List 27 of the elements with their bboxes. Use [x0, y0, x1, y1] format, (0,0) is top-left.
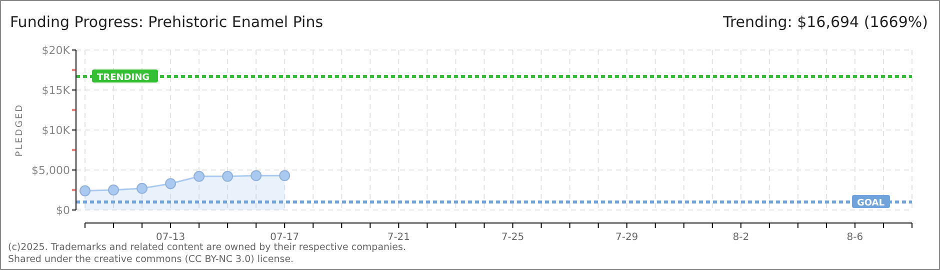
y-tick-label: $20K: [42, 44, 71, 57]
x-tick-label: 07-17: [270, 232, 300, 243]
chart-title: Funding Progress: Prehistoric Enamel Pins: [10, 13, 324, 31]
point: [80, 185, 90, 196]
x-tick-label: 7-25: [501, 232, 524, 243]
chart-subtitle: Trending: $16,694 (1669%): [722, 13, 928, 31]
x-tick-label: 8-2: [732, 232, 750, 243]
point: [194, 170, 205, 182]
point: [279, 170, 290, 182]
x-tick-label: 07-13: [156, 232, 186, 243]
y-tick-label: $15K: [42, 84, 71, 97]
y-tick-label: $5,000: [32, 164, 70, 177]
text: (c)2025. Trademarks and related content are owned by their respective companies.: [8, 242, 406, 253]
point: [165, 178, 176, 190]
y-axis-title: PLEDGED: [15, 103, 25, 157]
x-tick-label: 8-6: [846, 232, 864, 243]
ref-line-label: GOAL: [857, 198, 885, 208]
x-tick-label: 7-21: [387, 232, 410, 243]
y-tick-label: $0: [56, 204, 70, 217]
y-tick-label: $10K: [42, 124, 71, 137]
point: [108, 184, 120, 196]
text: Shared under the creative commons (CC BY-NC 3.0) license.: [8, 254, 294, 265]
point: [222, 170, 234, 182]
x-tick-label: 7-29: [615, 232, 638, 243]
point: [136, 182, 148, 194]
ref-line-label: TRENDING: [97, 72, 150, 83]
point: [250, 170, 262, 182]
